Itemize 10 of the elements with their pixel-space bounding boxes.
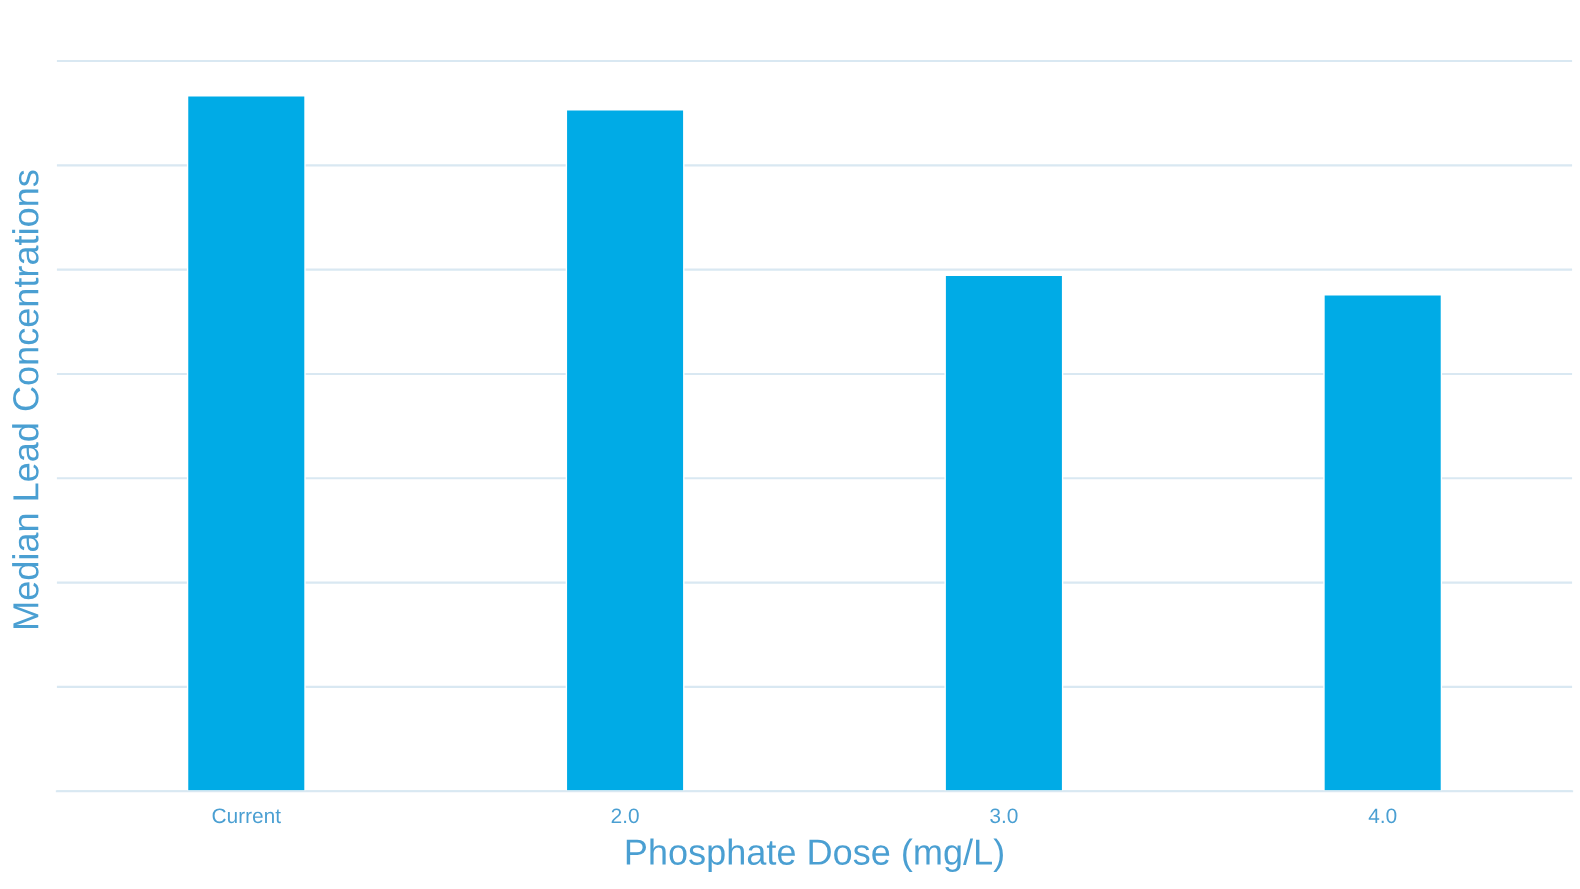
bar	[1323, 294, 1443, 792]
x-tick-label: Current	[212, 808, 281, 824]
x-tick-label: 2.0	[611, 808, 639, 824]
y-axis-title: Median Lead Concentrations	[12, 170, 39, 628]
bar	[565, 109, 685, 792]
x-tick-label: 4.0	[1368, 808, 1397, 824]
bar	[944, 274, 1064, 792]
bar	[186, 95, 306, 792]
x-axis-title: Phosphate Dose (mg/L)	[626, 838, 1003, 873]
x-tick-label: 3.0	[990, 808, 1018, 824]
